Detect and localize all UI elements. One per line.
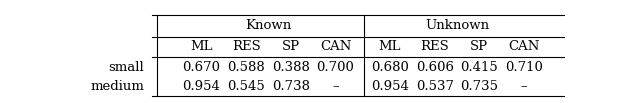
Text: Unknown: Unknown: [425, 19, 489, 32]
Text: –: –: [332, 80, 339, 93]
Text: 0.606: 0.606: [415, 61, 454, 74]
Text: 0.545: 0.545: [227, 80, 265, 93]
Text: small: small: [109, 61, 145, 74]
Text: 0.680: 0.680: [371, 61, 409, 74]
Text: 0.735: 0.735: [460, 80, 499, 93]
Text: CAN: CAN: [320, 40, 351, 53]
Text: 0.700: 0.700: [317, 61, 355, 74]
Text: 0.537: 0.537: [415, 80, 454, 93]
Text: 0.388: 0.388: [272, 61, 310, 74]
Text: ML: ML: [379, 40, 401, 53]
Text: ML: ML: [190, 40, 212, 53]
Text: medium: medium: [91, 80, 145, 93]
Text: 0.670: 0.670: [182, 61, 221, 74]
Text: SP: SP: [470, 40, 488, 53]
Text: Known: Known: [245, 19, 292, 32]
Text: RES: RES: [232, 40, 260, 53]
Text: 0.415: 0.415: [460, 61, 498, 74]
Text: 0.588: 0.588: [227, 61, 265, 74]
Text: RES: RES: [420, 40, 449, 53]
Text: 0.954: 0.954: [371, 80, 409, 93]
Text: –: –: [520, 80, 527, 93]
Text: 0.738: 0.738: [272, 80, 310, 93]
Text: SP: SP: [282, 40, 300, 53]
Text: 0.710: 0.710: [505, 61, 543, 74]
Text: CAN: CAN: [508, 40, 540, 53]
Text: 0.954: 0.954: [182, 80, 220, 93]
